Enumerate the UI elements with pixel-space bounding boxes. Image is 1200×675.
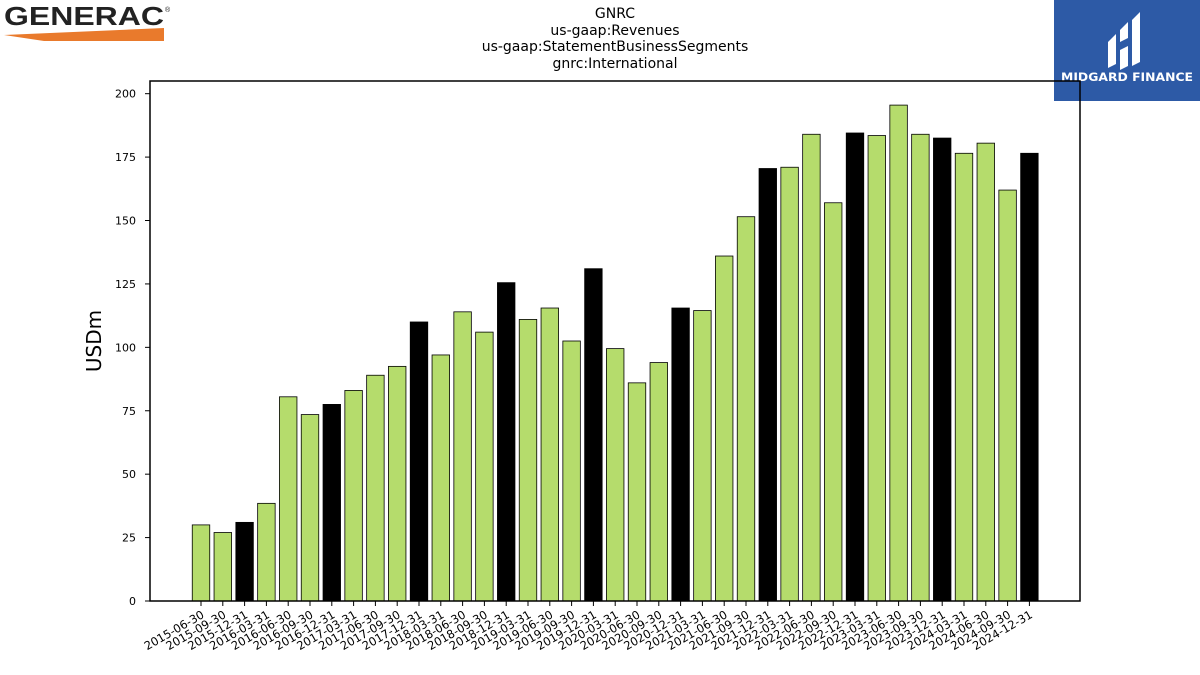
bar-2023-06-30 [889,104,908,602]
bar-2016-09-30 [300,414,320,602]
bar-2017-03-31 [344,390,363,602]
bar-2016-12-31 [322,404,341,602]
bar-2020-09-30 [649,362,668,602]
bar-2018-12-31 [497,282,516,602]
bar-2022-12-31 [845,132,865,602]
y-axis: 0 25 50 75 100 125 150 175 200 [115,88,150,608]
bar-2022-09-30 [824,202,843,602]
bar-2020-03-31 [606,348,625,602]
midgard-finance-emblem-icon: MIDGARD FINANCE [1054,0,1200,101]
bar-2023-03-31 [867,135,886,602]
midgard-finance-logo: MIDGARD FINANCE [1054,0,1200,101]
y-tick-label-75: 75 [122,405,136,418]
y-tick-label-25: 25 [122,532,136,545]
bar-2020-06-30 [627,382,647,602]
midgard-finance-logo-text: MIDGARD FINANCE [1061,70,1193,84]
y-tick-label-50: 50 [122,468,136,481]
y-axis-label: USDm [82,310,106,372]
bar-2024-03-31 [954,152,974,602]
bar-2020-12-31 [671,307,690,602]
bars-group [191,104,1039,602]
bar-2015-12-31 [235,521,254,602]
bar-2022-03-31 [780,166,799,602]
bar-2023-09-30 [911,133,930,602]
generac-logo: GENERAC ® [4,2,171,41]
bar-2018-06-30 [453,311,472,602]
generac-registered-mark: ® [165,6,171,14]
bar-2024-12-31 [1020,152,1039,602]
generac-logo-text: GENERAC [4,2,164,31]
chart-title: GNRC us-gaap:Revenues us-gaap:StatementB… [415,6,815,72]
bar-2021-12-31 [758,168,777,602]
bar-2022-06-30 [802,133,821,602]
y-tick-label-175: 175 [115,151,136,164]
y-tick-label-125: 125 [115,278,136,291]
y-tick-label-0: 0 [129,595,136,608]
bar-2016-03-31 [257,502,276,602]
chart-title-line-2: us-gaap:Revenues [550,22,680,39]
chart-title-line-3: us-gaap:StatementBusinessSegments [481,39,749,55]
bar-2024-09-30 [998,189,1017,602]
y-tick-label-200: 200 [115,88,136,101]
bar-2021-06-30 [715,255,734,602]
chart-title-line-1: GNRC [594,6,636,22]
y-tick-label-100: 100 [115,341,136,354]
bar-2019-06-30 [540,307,559,602]
bar-2015-06-30 [191,524,211,602]
bar-2018-09-30 [475,331,494,602]
bar-2021-03-31 [693,310,712,602]
bar-2019-09-30 [562,340,581,602]
bar-2018-03-31 [431,354,450,602]
bar-2019-03-31 [518,319,538,602]
chart-title-line-4: gnrc:International [552,55,678,72]
bar-2016-06-30 [279,396,298,602]
bar-2019-12-31 [584,268,603,602]
bar-2017-12-31 [409,321,429,602]
x-axis: 2015-06-302015-09-302015-12-312016-03-31… [142,601,1035,653]
bar-2023-12-31 [933,137,952,602]
generac-swoosh-icon [4,28,164,41]
bar-2015-09-30 [213,532,232,602]
y-tick-label-150: 150 [115,215,136,228]
bar-2021-09-30 [736,216,756,602]
bar-2017-06-30 [366,374,385,602]
bar-2024-06-30 [976,142,995,602]
bar-2017-09-30 [388,365,407,602]
